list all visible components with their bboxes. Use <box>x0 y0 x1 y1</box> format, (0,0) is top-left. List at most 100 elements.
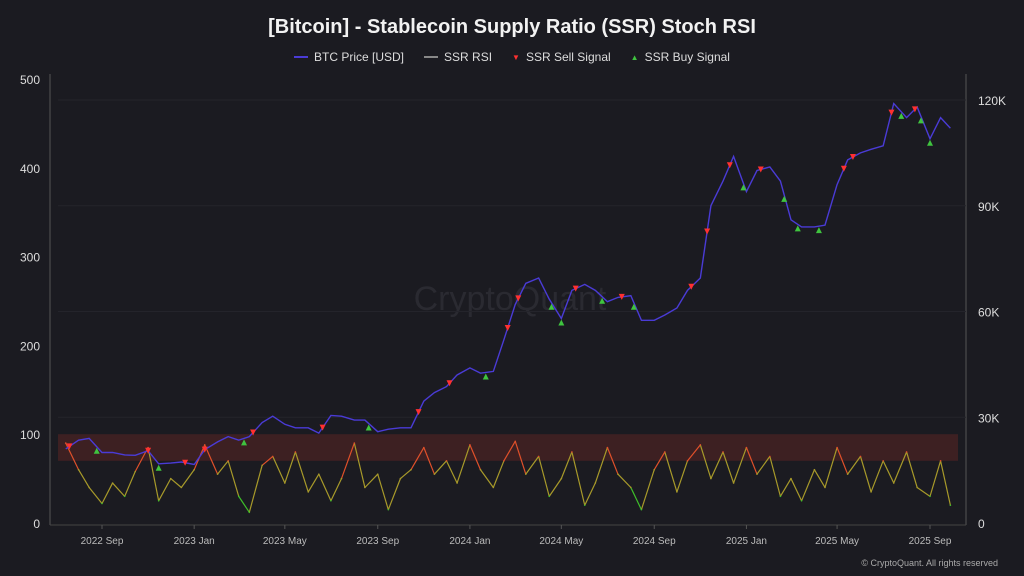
right-tick-label: 60K <box>978 306 999 320</box>
rsi-point <box>732 482 735 484</box>
rsi-point <box>859 455 862 458</box>
rsi-segment <box>238 496 250 513</box>
rsi-point <box>271 455 274 458</box>
sell-signal-marker <box>182 459 189 466</box>
rsi-segment <box>318 473 332 502</box>
rsi-point <box>779 495 782 498</box>
sell-signal-marker <box>415 409 422 416</box>
rsi-segment <box>525 456 540 475</box>
x-tick-label: 2025 Jan <box>726 536 767 547</box>
sell-signal-marker <box>515 295 522 302</box>
rsi-point <box>503 460 505 462</box>
rsi-segment <box>929 460 942 497</box>
btc-price-line <box>65 102 951 466</box>
rsi-point <box>88 486 90 489</box>
x-tick-label: 2022 Sep <box>81 536 124 547</box>
buy-signal-marker <box>917 117 924 124</box>
rsi-segment <box>480 469 494 488</box>
rsi-segment <box>882 460 895 484</box>
left-tick-label: 300 <box>20 251 40 265</box>
rsi-segment <box>813 469 826 488</box>
rsi-point <box>330 500 332 502</box>
left-tick-label: 0 <box>33 517 40 531</box>
rsi-segment <box>261 455 274 466</box>
rsi-point <box>445 460 448 462</box>
left-tick-label: 200 <box>20 339 40 353</box>
rsi-point <box>710 477 712 480</box>
sell-signal-marker <box>446 380 453 387</box>
rsi-point <box>790 477 792 480</box>
x-tick-label: 2025 May <box>815 536 859 547</box>
right-tick-label: 0 <box>978 517 985 531</box>
buy-signal-marker <box>794 225 801 232</box>
rsi-point <box>745 446 748 449</box>
rsi-point <box>399 477 402 480</box>
sell-signal-marker <box>688 283 695 290</box>
rsi-segment <box>676 460 689 493</box>
legend-sell[interactable]: ▼ SSR Sell Signal <box>512 50 611 64</box>
rsi-point <box>594 482 597 484</box>
x-tick-label: 2025 Sep <box>909 536 952 547</box>
rsi-point <box>227 460 229 462</box>
right-tick-label: 30K <box>978 411 999 425</box>
rsi-segment <box>664 451 678 493</box>
rsi-segment <box>423 447 435 475</box>
rsi-segment <box>699 444 712 479</box>
legend-sell-label: SSR Sell Signal <box>525 50 611 64</box>
legend-btc[interactable]: BTC Price [USD] <box>294 50 404 64</box>
sell-signal-marker <box>250 429 257 436</box>
rsi-segment <box>294 451 309 493</box>
sell-signal-marker <box>840 165 847 172</box>
rsi-segment <box>584 482 596 506</box>
rsi-segment <box>377 473 389 510</box>
rsi-segment <box>445 460 458 484</box>
rsi-point <box>180 486 183 489</box>
rsi-segment <box>769 456 781 497</box>
rsi-point <box>340 477 343 480</box>
rsi-segment <box>410 447 425 471</box>
legend-buy[interactable]: ▲ SSR Buy Signal <box>631 50 730 64</box>
buy-signal-marker <box>365 424 372 431</box>
rsi-point <box>664 451 666 453</box>
rsi-point <box>836 446 838 449</box>
rsi-point <box>157 500 160 502</box>
triangle-up-icon: ▲ <box>630 52 639 62</box>
rsi-segment <box>571 451 586 506</box>
rsi-segment <box>364 473 379 488</box>
rsi-segment <box>640 469 655 510</box>
legend-rsi-label: SSR RSI <box>444 50 493 64</box>
rsi-point <box>939 460 942 462</box>
rsi-point <box>203 444 206 446</box>
rsi-segment <box>916 486 931 497</box>
rsi-point <box>479 468 482 471</box>
rsi-point <box>929 495 931 498</box>
rsi-point <box>756 473 758 475</box>
rsi-point <box>134 470 137 473</box>
sell-signal-marker <box>572 285 579 292</box>
rsi-point <box>813 468 816 471</box>
triangle-down-icon: ▼ <box>512 52 520 62</box>
rsi-point <box>676 491 678 493</box>
rsi-segment <box>847 456 861 475</box>
buy-signal-marker <box>482 373 489 380</box>
rsi-segment <box>469 444 482 470</box>
rsi-point <box>237 495 240 498</box>
legend-rsi[interactable]: SSR RSI <box>424 50 492 64</box>
rsi-segment <box>101 482 114 504</box>
rsi-segment <box>836 447 849 475</box>
rsi-point <box>905 451 908 453</box>
rsi-segment <box>594 447 608 484</box>
sell-signal-marker <box>319 424 326 431</box>
rsi-point <box>630 486 632 489</box>
buy-signal-marker <box>740 184 747 191</box>
rsi-point <box>216 473 219 475</box>
buy-signal-marker <box>155 464 162 471</box>
rsi-segment <box>630 487 642 510</box>
rsi-point <box>699 444 702 446</box>
rsi-point <box>892 482 895 484</box>
rsi-point <box>353 442 356 444</box>
rsi-segment <box>617 473 632 488</box>
sell-signal-marker <box>888 109 895 116</box>
sell-signal-marker <box>757 166 764 173</box>
